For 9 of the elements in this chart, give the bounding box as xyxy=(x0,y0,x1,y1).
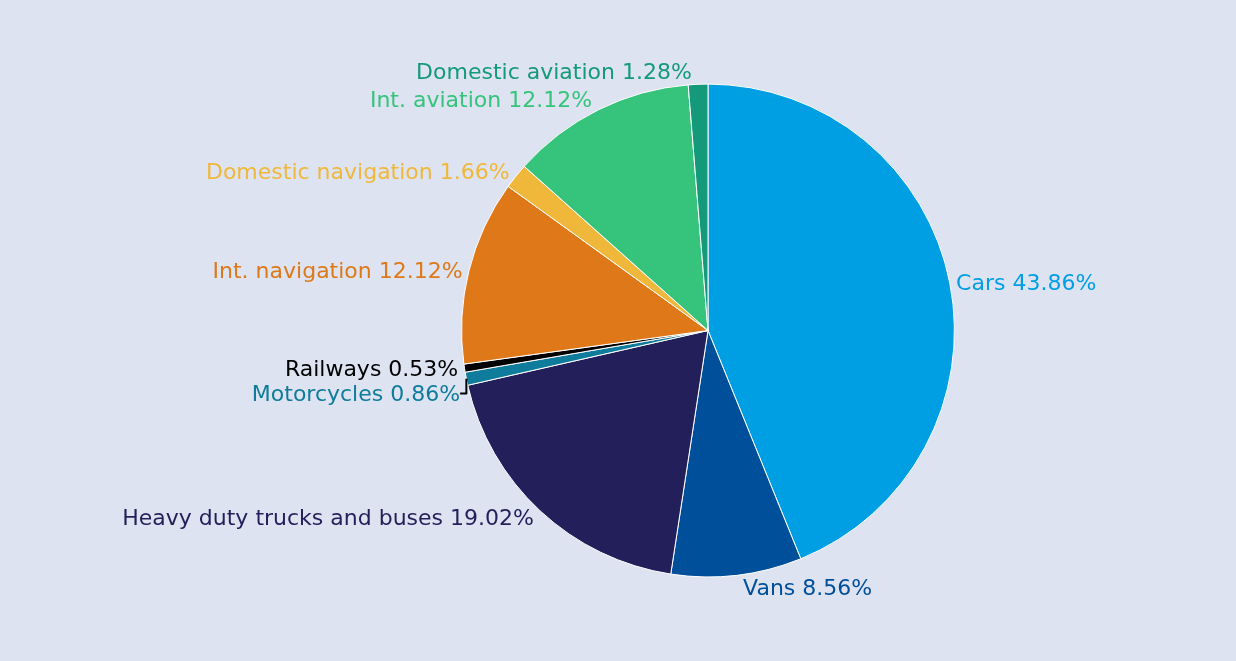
slice-label: Heavy duty trucks and buses 19.02% xyxy=(122,505,534,531)
slice-label: Int. aviation 12.12% xyxy=(369,87,593,113)
slice-label: Int. navigation 12.12% xyxy=(212,257,463,283)
slice-label: Domestic navigation 1.66% xyxy=(205,158,510,184)
slice-label: Domestic aviation 1.28% xyxy=(416,59,692,85)
slice-label: Motorcycles 0.86% xyxy=(251,380,461,406)
slice-label: Railways 0.53% xyxy=(284,355,459,381)
slice-label: Cars 43.86% xyxy=(956,270,1097,296)
slice-label: Vans 8.56% xyxy=(743,575,873,601)
